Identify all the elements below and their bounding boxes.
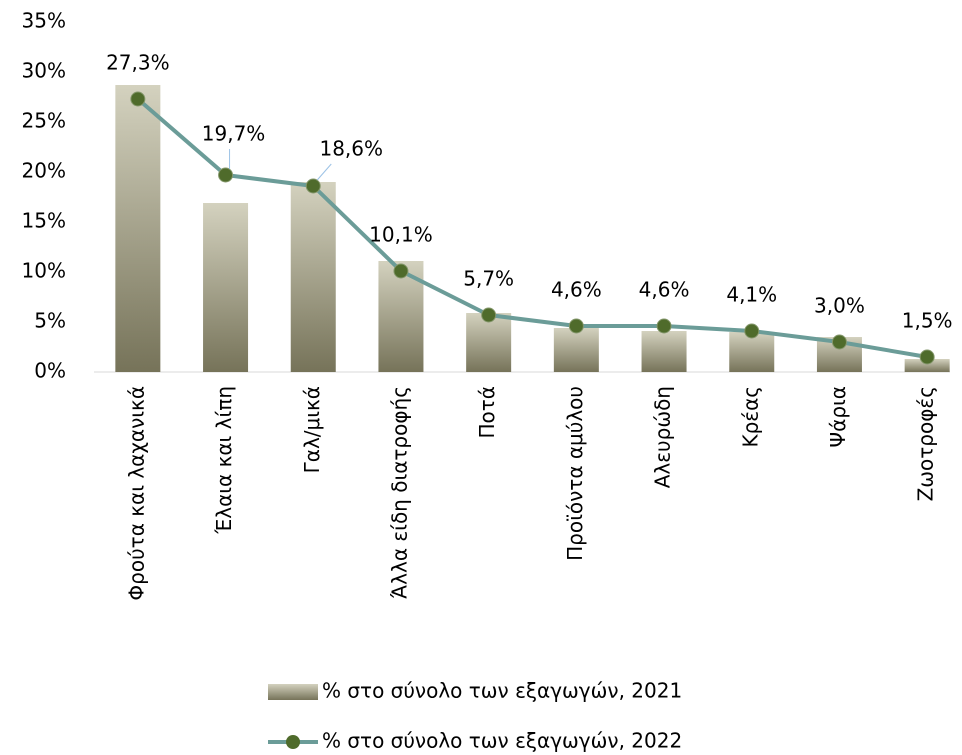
bar — [553, 328, 599, 372]
y-tick-label: 5% — [34, 309, 66, 333]
x-tick-label: Έλαια και λίπη — [212, 386, 236, 535]
data-label: 1,5% — [902, 309, 953, 333]
marker — [130, 91, 146, 107]
data-label: 4,6% — [551, 278, 602, 302]
marker — [393, 263, 409, 279]
bar — [115, 85, 161, 372]
bar — [904, 359, 950, 372]
data-label: 5,7% — [463, 267, 514, 291]
legend-label: % στο σύνολο των εξαγωγών, 2021 — [322, 679, 682, 703]
x-tick-label: Άλλα είδη διατροφής — [387, 386, 411, 599]
y-tick-label: 25% — [22, 109, 66, 133]
marker — [744, 323, 760, 339]
x-tick-label: Γαλ/μικά — [300, 386, 324, 473]
x-tick-label: Ψάρια — [826, 386, 850, 448]
data-label: 18,6% — [319, 137, 383, 161]
line — [136, 97, 928, 359]
y-tick-label: 10% — [22, 259, 66, 283]
y-tick-label: 15% — [22, 209, 66, 233]
data-label: 10,1% — [369, 223, 433, 247]
x-tick-label: Κρέας — [738, 386, 762, 448]
x-tick-label: Αλευρώδη — [651, 386, 675, 488]
x-tick-label: Ποτά — [475, 386, 499, 439]
marker — [305, 178, 321, 194]
data-label: 27,3% — [106, 51, 170, 75]
data-label: 4,1% — [726, 283, 777, 307]
data-label: 19,7% — [202, 122, 266, 146]
y-tick-label: 30% — [22, 59, 66, 83]
marker — [656, 318, 672, 334]
marker — [831, 334, 847, 350]
bar — [290, 182, 336, 372]
legend-marker — [286, 735, 300, 749]
y-tick-label: 35% — [22, 9, 66, 33]
y-tick-label: 20% — [22, 159, 66, 183]
y-tick-label: 0% — [34, 359, 66, 383]
x-tick-label: Ζωοτροφές — [914, 386, 938, 501]
marker — [919, 349, 935, 365]
bar — [203, 203, 249, 372]
marker — [218, 167, 234, 183]
bar — [641, 331, 687, 372]
data-label: 3,0% — [814, 294, 865, 318]
bar — [466, 313, 512, 372]
data-label: 4,6% — [639, 278, 690, 302]
leader-line — [316, 163, 332, 181]
legend-swatch — [268, 684, 318, 700]
x-tick-label: Προϊόντα αμύλου — [563, 386, 587, 561]
legend-label: % στο σύνολο των εξαγωγών, 2022 — [322, 729, 682, 753]
x-tick-label: Φρούτα και λαχανικά — [124, 386, 148, 601]
marker — [481, 307, 497, 323]
bar — [729, 332, 775, 372]
marker — [568, 318, 584, 334]
